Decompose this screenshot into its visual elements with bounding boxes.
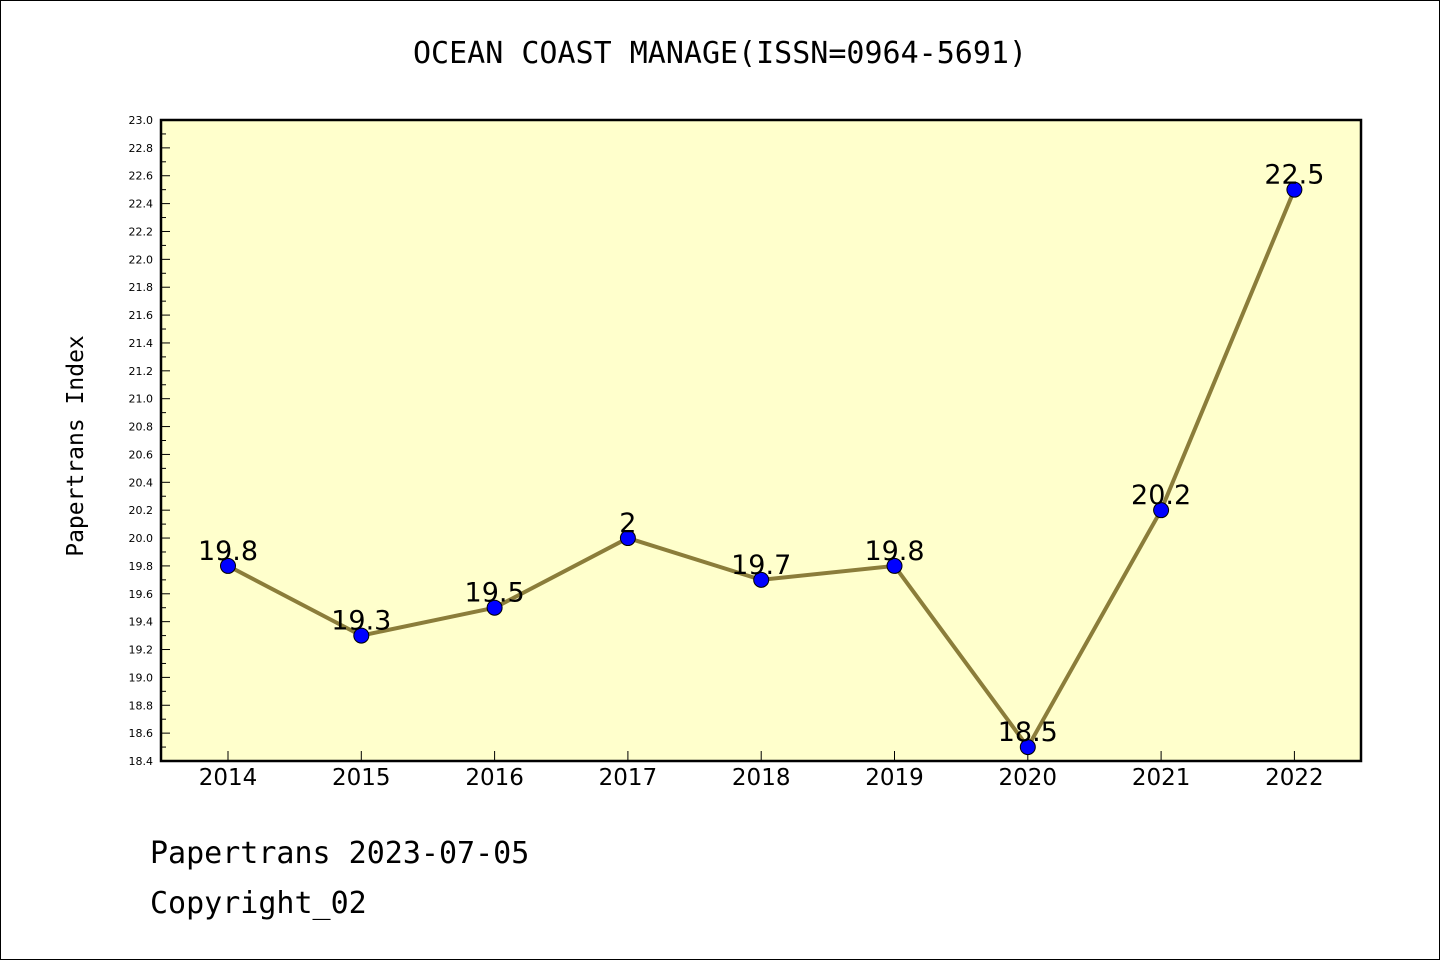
- data-point: [1286, 181, 1303, 198]
- y-tick-label: 18.6: [129, 727, 154, 740]
- x-tick-label: 2017: [599, 765, 658, 791]
- y-tick-label: 20.2: [129, 504, 154, 517]
- y-tick-label: 21.8: [129, 281, 154, 294]
- y-tick-label: 20.8: [129, 421, 154, 434]
- y-tick-label: 19.2: [129, 644, 154, 657]
- y-tick-label: 18.4: [129, 755, 154, 768]
- y-tick-label: 21.4: [129, 337, 154, 350]
- y-tick-label: 19.8: [129, 560, 154, 573]
- data-point: [886, 557, 903, 574]
- x-tick-label: 2021: [1132, 765, 1191, 791]
- x-tick-label: 2014: [199, 765, 258, 791]
- data-point: [353, 627, 370, 644]
- y-tick-label: 21.6: [129, 309, 154, 322]
- data-points: [220, 181, 1303, 756]
- data-label: 22.5: [1264, 160, 1324, 191]
- data-point: [1019, 739, 1036, 756]
- data-point: [619, 530, 636, 547]
- data-point: [486, 599, 503, 616]
- footer-date: Papertrans 2023-07-05: [150, 836, 530, 871]
- y-tick-label: 22.6: [129, 170, 154, 183]
- x-tick-label: 2019: [865, 765, 924, 791]
- data-point: [220, 557, 236, 574]
- y-tick-label: 23.0: [129, 114, 154, 127]
- data-point: [753, 571, 770, 588]
- plot-border: [159, 118, 1363, 763]
- y-tick-label: 20.6: [129, 448, 154, 461]
- x-tick-label: 2015: [332, 765, 391, 791]
- y-tick-label: 22.8: [129, 142, 154, 155]
- data-label: 18.5: [998, 717, 1058, 748]
- data-labels: 19.8 19.3 19.5 2 19.7 19.8 18.5 20.2 22.5: [198, 160, 1325, 748]
- data-label: 19.3: [331, 606, 391, 637]
- footer-copyright: Copyright_02: [150, 886, 367, 921]
- plot-area: [161, 120, 1361, 761]
- y-tick-label: 22.4: [129, 198, 154, 211]
- data-label: 2: [619, 508, 636, 539]
- x-tick-label: 2020: [999, 765, 1058, 791]
- data-label: 19.7: [731, 550, 791, 581]
- x-tick-label: 2018: [732, 765, 791, 791]
- data-label: 19.5: [465, 578, 525, 609]
- y-tick-label: 20.0: [129, 532, 154, 545]
- y-tick-label: 19.6: [129, 588, 154, 601]
- y-tick-label: 18.8: [129, 699, 154, 712]
- y-tick-label: 20.4: [129, 476, 154, 489]
- y-tick-label: 22.0: [129, 253, 154, 266]
- y-tick-label: 21.0: [129, 393, 154, 406]
- data-point: [1153, 502, 1170, 519]
- data-label: 19.8: [198, 536, 258, 567]
- x-tick-label: 2016: [465, 765, 524, 791]
- data-label: 20.2: [1131, 480, 1191, 511]
- y-tick-label: 22.2: [129, 225, 154, 238]
- y-tick-label: 19.0: [129, 671, 154, 684]
- y-tick-label: 21.2: [129, 365, 154, 378]
- x-tick-label: 2022: [1265, 765, 1324, 791]
- y-tick-label: 19.4: [129, 616, 154, 629]
- data-label: 19.8: [864, 536, 924, 567]
- axis-ticks: 18.4 18.6 18.8 19.0 19.2 19.4 19.6 19.8 20.0 20.2…: [129, 114, 1324, 791]
- chart-title: OCEAN COAST MANAGE(ISSN=0964-5691): [412, 36, 1028, 71]
